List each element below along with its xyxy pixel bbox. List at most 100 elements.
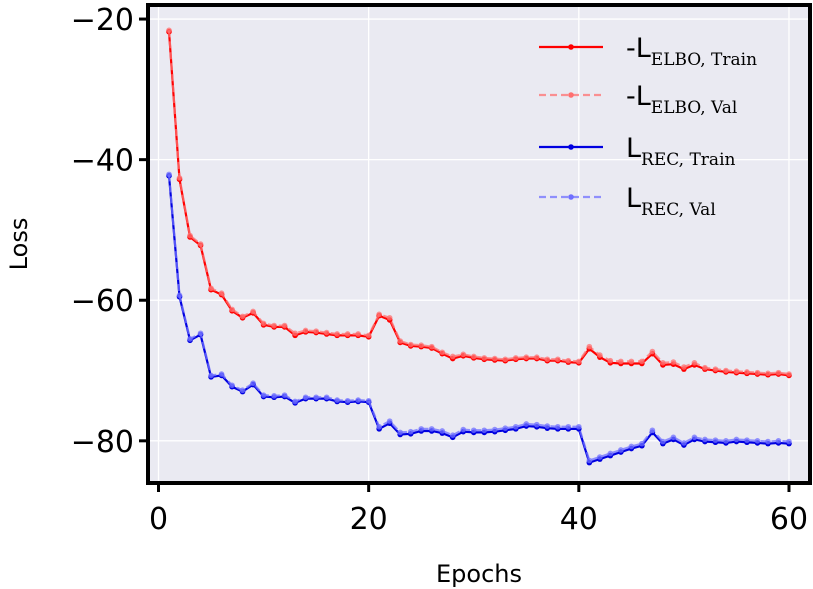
x-axis-label: Epochs — [436, 560, 522, 588]
data-point — [460, 351, 467, 358]
legend-label-subscript: REC, Train — [641, 150, 735, 170]
y-tick-label: −40 — [71, 144, 134, 179]
legend-label-main: -L — [626, 81, 651, 112]
series-3 — [166, 171, 792, 464]
data-point — [754, 369, 761, 376]
data-point — [365, 397, 372, 404]
data-point — [628, 443, 635, 450]
data-point — [344, 397, 351, 404]
legend-label: -LELBO, Val — [626, 81, 737, 118]
data-point — [376, 423, 382, 430]
data-point — [723, 367, 729, 374]
data-point — [460, 426, 467, 433]
data-point — [218, 371, 225, 377]
series-1 — [166, 27, 792, 377]
legend-label: LREC, Train — [626, 133, 736, 170]
data-point — [218, 290, 225, 297]
data-point — [618, 447, 624, 453]
legend-label-main: L — [626, 183, 641, 214]
data-point — [281, 322, 288, 329]
data-point — [786, 371, 792, 377]
data-point — [334, 331, 340, 337]
legend-label-subscript: ELBO, Train — [651, 50, 757, 70]
data-point — [323, 329, 330, 336]
data-point — [628, 358, 635, 365]
data-point — [260, 320, 267, 327]
data-point — [576, 358, 582, 365]
data-point — [397, 429, 403, 436]
data-point — [239, 313, 246, 320]
data-point — [649, 348, 656, 355]
data-point — [229, 306, 235, 313]
data-point — [428, 343, 435, 350]
data-point — [365, 332, 372, 339]
legend-item: LREC, Train — [539, 133, 736, 170]
series-layer — [166, 27, 792, 466]
data-point — [176, 292, 183, 299]
legend-label-subscript: REC, Val — [641, 200, 716, 220]
data-point — [166, 27, 172, 34]
data-point — [765, 370, 771, 377]
data-point — [355, 397, 361, 403]
data-point — [754, 438, 761, 444]
legend-label-subscript: ELBO, Val — [651, 98, 738, 118]
data-point — [533, 421, 540, 428]
y-axis-label: Loss — [5, 218, 33, 271]
data-point — [523, 354, 530, 360]
legend-label-main: L — [626, 133, 641, 164]
data-point — [208, 285, 214, 292]
data-point — [292, 398, 298, 405]
data-point — [639, 358, 645, 365]
data-point — [470, 427, 477, 434]
data-point — [733, 368, 740, 375]
data-point — [649, 427, 656, 434]
data-point — [712, 437, 719, 443]
plot-background — [148, 5, 810, 483]
data-point — [250, 308, 256, 315]
data-point — [660, 438, 666, 445]
data-point — [512, 355, 519, 361]
x-tick-label: 40 — [560, 502, 598, 537]
data-point — [449, 432, 456, 439]
data-point — [407, 428, 414, 435]
data-point — [733, 436, 740, 443]
data-point — [481, 427, 488, 434]
data-point — [555, 423, 561, 430]
legend-item: -LELBO, Val — [539, 81, 737, 118]
data-point — [576, 423, 582, 430]
x-tick-label: 0 — [149, 502, 168, 537]
data-point — [418, 426, 425, 432]
data-point — [418, 342, 425, 349]
data-point — [344, 331, 351, 337]
data-point — [166, 171, 172, 178]
data-point — [586, 457, 593, 464]
data-point — [323, 394, 330, 401]
data-point — [292, 330, 298, 337]
legend-label-main: -L — [626, 33, 651, 64]
data-point — [544, 423, 551, 429]
data-point — [229, 382, 235, 389]
legend-marker — [568, 92, 574, 98]
data-point — [670, 434, 677, 441]
data-point — [302, 394, 309, 401]
data-point — [775, 438, 782, 444]
data-point — [691, 434, 698, 441]
y-tick-label: −20 — [71, 3, 134, 38]
data-point — [786, 438, 792, 445]
data-point — [386, 418, 393, 424]
data-point — [197, 241, 204, 247]
data-point — [491, 426, 498, 433]
data-point — [439, 349, 446, 356]
data-point — [744, 369, 750, 375]
axis-ticks: 0 20 40 60 −20 −40 −60 −80 — [71, 3, 808, 537]
data-point — [407, 341, 414, 348]
data-point — [523, 421, 530, 427]
data-point — [618, 358, 624, 365]
data-point — [397, 338, 403, 344]
data-point — [491, 355, 498, 362]
data-point — [597, 352, 603, 358]
data-point — [565, 423, 572, 430]
data-point — [239, 387, 246, 394]
